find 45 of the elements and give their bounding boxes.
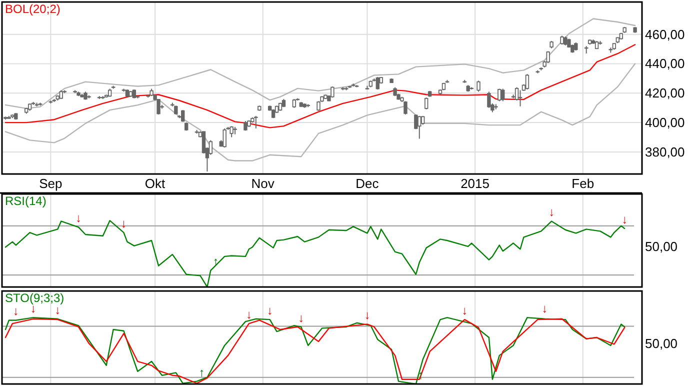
x-tick-label: Feb: [572, 176, 594, 191]
annotation: ↓: [246, 308, 252, 322]
annotation: ↓: [548, 205, 555, 220]
text: 50,00: [645, 336, 678, 351]
x-tick-label: 2015: [460, 176, 490, 191]
y-tick-label: 460,00: [645, 26, 685, 42]
candlestick: [376, 76, 380, 90]
annotation: ↓: [12, 304, 19, 318]
candlestick: [476, 80, 480, 92]
annotation: ↓: [298, 310, 304, 325]
annotation: ↑: [198, 365, 205, 380]
y-tick-label: 400,00: [645, 115, 685, 130]
candlestick: [546, 50, 550, 64]
candlestick: [418, 115, 422, 140]
candlestick: [156, 98, 160, 115]
candlestick: [487, 91, 491, 108]
annotation: ↓: [622, 212, 628, 227]
candlestick: [230, 126, 234, 138]
annotation: ↓: [120, 216, 127, 231]
x-tick-label: Okt: [144, 176, 166, 191]
x-tick-label: Dec: [356, 176, 380, 191]
candlestick: [181, 110, 185, 122]
line-series: [4, 18, 636, 110]
candlestick: [222, 128, 226, 148]
annotation: ↓: [462, 304, 468, 318]
x-tick-label: Nov: [251, 176, 275, 191]
annotation: ↓: [542, 302, 548, 316]
annotation: ↓: [364, 308, 370, 322]
annotation: ↓: [76, 211, 82, 226]
line-series: [4, 44, 636, 128]
text: 50,00: [645, 239, 678, 254]
chart-title: RSI(14): [5, 194, 46, 208]
y-tick-label: 380,00: [645, 144, 685, 160]
candlestick: [424, 97, 428, 110]
chart-title: BOL(20;2): [5, 2, 60, 16]
annotation: ↓: [54, 302, 61, 317]
y-tick-label: 440,00: [645, 56, 685, 72]
line-series: [4, 63, 636, 162]
x-tick-label: Sep: [39, 176, 62, 191]
annotation: ↓: [266, 304, 273, 318]
candlestick: [404, 100, 408, 115]
candlestick: [498, 88, 502, 102]
candlestick: [525, 74, 530, 90]
candlestick: [501, 88, 505, 102]
y-tick-label: 420,00: [645, 86, 685, 101]
